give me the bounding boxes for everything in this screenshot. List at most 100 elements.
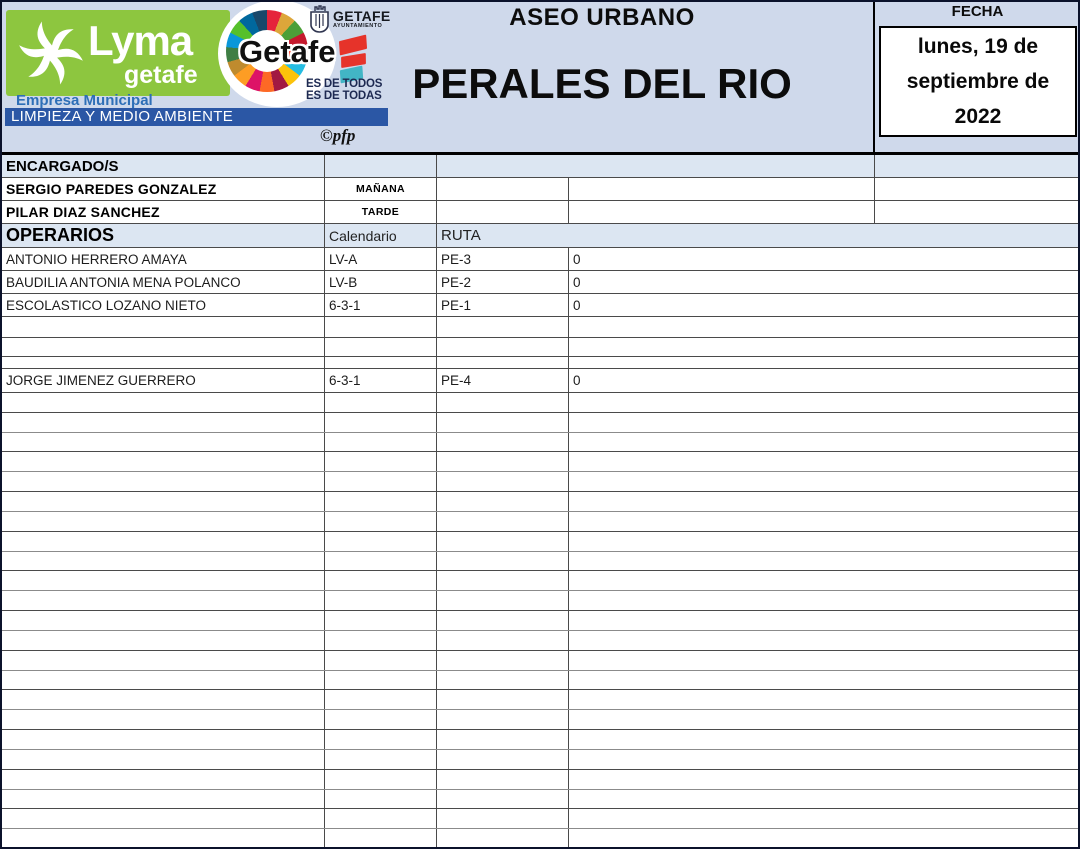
empty-cell bbox=[325, 630, 437, 650]
empty-cell bbox=[2, 670, 325, 690]
header-divider bbox=[873, 2, 875, 152]
encargado-name-cell: PILAR DIAZ SANCHEZ bbox=[2, 201, 325, 223]
sheet-row bbox=[2, 357, 1078, 369]
calendario-cell: 6-3-1 bbox=[325, 369, 437, 392]
empty-cell bbox=[325, 611, 437, 630]
empty-cell bbox=[437, 789, 569, 809]
lyma-wordmark: Lyma bbox=[88, 17, 193, 64]
empty-cell bbox=[875, 178, 1078, 200]
operario-name-cell: ANTONIO HERRERO AMAYA bbox=[2, 248, 325, 270]
lyma-swirl-icon bbox=[19, 21, 83, 85]
sheet-row bbox=[2, 749, 1078, 770]
empty-cell bbox=[325, 591, 437, 611]
lyma-logo-block: Lyma getafe bbox=[6, 10, 230, 96]
empty-cell bbox=[569, 671, 1078, 690]
empty-cell bbox=[325, 432, 437, 452]
credit-pfp: ©pfp bbox=[320, 126, 356, 145]
empty-cell bbox=[325, 670, 437, 690]
empty-cell bbox=[569, 571, 1078, 590]
roster-table: ENCARGADO/S SERGIO PAREDES GONZALEZ MAÑANA… bbox=[2, 152, 1078, 847]
empty-cell bbox=[437, 393, 569, 412]
empty-cell bbox=[437, 571, 569, 591]
empty-cell bbox=[437, 472, 569, 492]
empty-cell bbox=[2, 749, 325, 769]
empty-cell bbox=[2, 432, 325, 452]
sheet-row bbox=[2, 432, 1078, 453]
empty-cell bbox=[437, 630, 569, 650]
sheet-row bbox=[2, 630, 1078, 651]
empty-cell bbox=[569, 492, 1078, 511]
sheet-row bbox=[2, 769, 1078, 790]
sheet-row bbox=[2, 393, 1078, 413]
empty-cell bbox=[437, 611, 569, 630]
sheet-row bbox=[2, 511, 1078, 532]
ruta-cell: PE-2 bbox=[437, 271, 569, 293]
empty-cell bbox=[437, 710, 569, 730]
empty-cell bbox=[2, 769, 325, 789]
encargados-header-cell: ENCARGADO/S bbox=[2, 155, 325, 177]
date-box: lunes, 19 de septiembre de 2022 bbox=[879, 26, 1077, 137]
calendario-cell: LV-B bbox=[325, 271, 437, 293]
empty-cell bbox=[569, 413, 1078, 432]
valor-cell: 0 bbox=[573, 274, 581, 290]
empty-cell bbox=[2, 809, 325, 829]
empty-cell bbox=[569, 690, 1078, 709]
valor-cell: 0 bbox=[573, 251, 581, 267]
sheet-row: BAUDILIA ANTONIA MENA POLANCO LV-B PE-2 0 bbox=[2, 271, 1078, 294]
empty-cell bbox=[569, 710, 1078, 729]
sheet-row bbox=[2, 670, 1078, 691]
empty-cell bbox=[2, 393, 325, 412]
empty-cell bbox=[437, 551, 569, 571]
empty-cell bbox=[325, 452, 437, 472]
calendario-cell bbox=[325, 317, 437, 337]
empty-cell bbox=[569, 472, 1078, 491]
empty-cell bbox=[325, 511, 437, 531]
valor-cell bbox=[569, 317, 1078, 337]
tagline-todos: ES DE TODOS bbox=[306, 78, 383, 90]
ruta-cell: PE-4 bbox=[437, 369, 569, 392]
empty-cell bbox=[2, 571, 325, 591]
sheet-row bbox=[2, 452, 1078, 473]
calendario-cell bbox=[325, 357, 437, 368]
sheet-row bbox=[2, 412, 1078, 433]
valor-cell: 0 bbox=[573, 373, 581, 388]
sheet-row bbox=[2, 551, 1078, 572]
ruta-cell bbox=[437, 338, 569, 356]
sheet-row bbox=[2, 789, 1078, 810]
empty-cell bbox=[437, 829, 569, 847]
sheet-row bbox=[2, 809, 1078, 830]
operario-name-cell: BAUDILIA ANTONIA MENA POLANCO bbox=[2, 271, 325, 293]
empty-cell bbox=[569, 631, 1078, 650]
sheet-row bbox=[2, 710, 1078, 731]
empty-cell bbox=[2, 630, 325, 650]
ruta-cell: PE-3 bbox=[437, 248, 569, 270]
empty-cell bbox=[569, 591, 1078, 610]
empty-cell bbox=[325, 809, 437, 829]
empty-cell bbox=[325, 571, 437, 591]
empty-cell bbox=[569, 552, 1078, 571]
calendario-cell bbox=[325, 338, 437, 356]
empty-cell bbox=[325, 155, 437, 177]
empty-cell bbox=[2, 710, 325, 730]
empty-cell bbox=[437, 178, 569, 200]
empty-cell bbox=[2, 829, 325, 847]
operario-name-cell bbox=[2, 357, 325, 368]
sheet-row bbox=[2, 492, 1078, 512]
getafe-wordmark: Getafe bbox=[239, 34, 336, 69]
empty-cell bbox=[569, 651, 1078, 670]
empty-cell bbox=[2, 730, 325, 749]
empty-cell bbox=[325, 650, 437, 670]
empty-cell bbox=[569, 730, 1078, 749]
sheet-row bbox=[2, 611, 1078, 631]
empty-cell bbox=[2, 452, 325, 472]
sheet-row: ENCARGADO/S bbox=[2, 155, 1078, 178]
empty-cell bbox=[2, 611, 325, 630]
ayuntamiento-shield-icon bbox=[310, 5, 329, 33]
empty-cell bbox=[437, 809, 569, 829]
empty-cell bbox=[325, 710, 437, 730]
sheet-row bbox=[2, 650, 1078, 671]
empty-cell bbox=[2, 511, 325, 531]
empty-cell bbox=[437, 690, 569, 710]
empty-cell bbox=[437, 492, 569, 511]
